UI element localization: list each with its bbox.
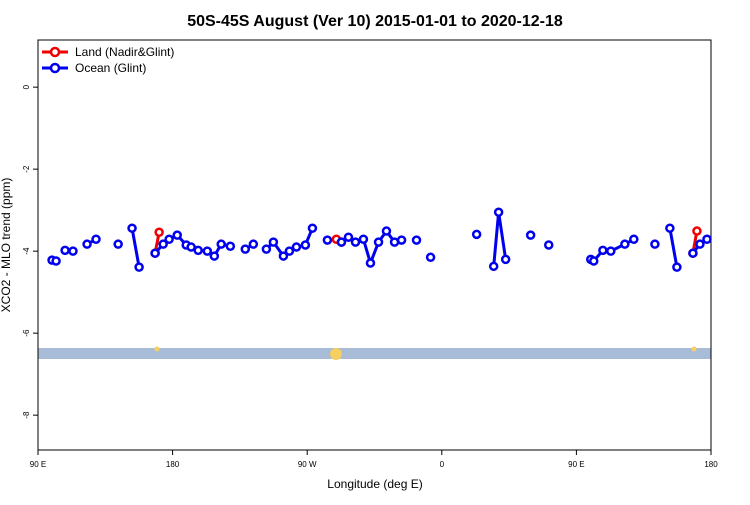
land-dot: [330, 348, 342, 360]
point: [240, 244, 251, 254]
point: [322, 235, 333, 245]
point: [688, 248, 698, 258]
point: [300, 240, 311, 250]
x-tick-label: 0: [440, 460, 445, 469]
point: [278, 251, 289, 261]
point: [695, 239, 705, 249]
point: [216, 239, 226, 249]
plot-frame: [37, 39, 712, 451]
x-tick-label: 90 E: [30, 460, 46, 469]
point: [381, 226, 392, 236]
point: [493, 207, 504, 217]
x-tick-label: 180: [166, 460, 180, 469]
point: [68, 246, 78, 256]
point: [543, 240, 554, 250]
point: [650, 239, 660, 249]
point: [268, 237, 279, 247]
chart-title: 50S-45S August (Ver 10) 2015-01-01 to 20…: [187, 13, 563, 30]
point: [500, 254, 511, 265]
point: [336, 237, 347, 247]
point: [525, 230, 536, 240]
point: [150, 248, 160, 258]
y-tick-label: -2: [22, 165, 31, 173]
x-tick-label: 90 E: [568, 460, 584, 469]
point: [158, 239, 168, 249]
point: [284, 246, 295, 256]
legend-label: Land (Nadir&Glint): [75, 45, 174, 59]
point: [665, 223, 675, 233]
point: [291, 242, 302, 252]
point: [488, 261, 499, 272]
point: [127, 223, 137, 233]
x-axis-label: Longitude (deg E): [327, 477, 422, 491]
y-axis-label: XCO2 - MLO trend (ppm): [0, 178, 13, 313]
point: [134, 262, 144, 272]
point: [411, 235, 422, 245]
x-tick-label: 90 W: [298, 460, 317, 469]
point: [396, 235, 407, 245]
point: [209, 251, 220, 261]
point: [225, 241, 236, 251]
point: [60, 245, 70, 256]
y-tick-label: -6: [22, 329, 31, 337]
point: [620, 239, 630, 249]
point: [702, 234, 712, 245]
point: [261, 244, 272, 254]
y-tick-label: 0: [22, 84, 31, 89]
point: [358, 234, 369, 245]
point: [471, 229, 482, 240]
legend-marker: [49, 62, 61, 74]
land-band: [38, 348, 711, 359]
point: [186, 242, 196, 252]
point: [193, 245, 203, 256]
x-tick-label: 180: [704, 460, 718, 469]
point: [373, 237, 384, 247]
point: [113, 239, 123, 249]
legend-marker: [49, 46, 61, 58]
point: [606, 246, 616, 256]
point: [588, 256, 599, 266]
land-dot: [154, 346, 160, 352]
point: [365, 258, 376, 268]
point: [350, 237, 361, 247]
point: [51, 256, 61, 266]
point: [164, 234, 174, 245]
point: [154, 227, 164, 238]
point: [598, 245, 608, 256]
point: [629, 234, 639, 245]
point: [307, 223, 318, 233]
point: [91, 234, 101, 245]
point: [672, 262, 682, 272]
point: [202, 246, 213, 256]
y-tick-label: -8: [22, 411, 31, 419]
legend-label: Ocean (Glint): [75, 61, 146, 75]
point: [343, 232, 354, 242]
point: [82, 239, 92, 249]
land-dot: [691, 346, 697, 352]
y-tick-label: -4: [22, 247, 31, 255]
point: [692, 226, 702, 236]
point: [172, 230, 182, 240]
point: [425, 252, 436, 263]
point: [248, 239, 259, 249]
